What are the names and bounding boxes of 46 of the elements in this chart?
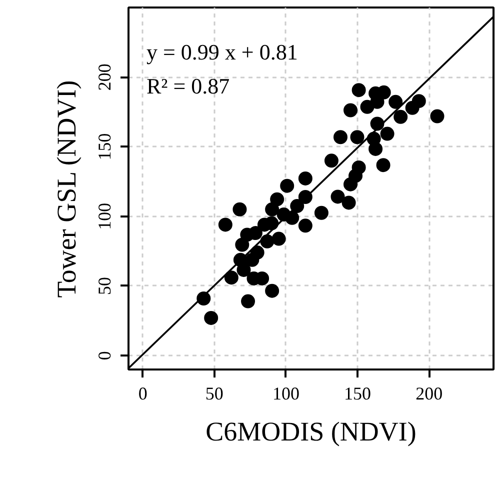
point	[298, 218, 312, 233]
point	[380, 126, 394, 141]
point	[350, 130, 364, 144]
point	[388, 94, 403, 109]
point	[257, 218, 272, 232]
point	[248, 226, 262, 240]
point	[324, 154, 338, 168]
y-tick-label: 0	[94, 351, 114, 360]
point	[360, 100, 374, 114]
point	[314, 206, 328, 220]
point	[280, 178, 294, 193]
point	[224, 270, 238, 285]
point	[344, 103, 358, 118]
x-axis-title: C6MODIS (NDVI)	[206, 416, 416, 446]
point	[330, 190, 345, 204]
point	[405, 100, 420, 115]
x-tick-label: 200	[416, 384, 443, 404]
point	[376, 158, 390, 172]
point	[235, 238, 250, 252]
y-axis-title: Tower GSL (NDVI)	[52, 80, 82, 298]
y-tick-label: 100	[94, 202, 114, 230]
point	[265, 284, 280, 298]
x-tick-label: 0	[138, 384, 148, 404]
point	[352, 160, 366, 174]
point	[368, 142, 383, 156]
y-tick-label: 50	[94, 276, 114, 295]
point	[218, 218, 232, 232]
point	[394, 110, 408, 124]
annotation: R² = 0.87	[146, 74, 230, 98]
point	[204, 310, 218, 325]
point	[430, 109, 444, 124]
y-tick-label: 200	[94, 64, 114, 91]
point	[241, 294, 256, 308]
x-tick-label: 150	[344, 384, 372, 404]
point	[342, 196, 356, 210]
point	[270, 192, 284, 206]
point	[232, 202, 247, 216]
annotation: y = 0.99 x + 0.81	[146, 40, 298, 64]
x-tick-label: 50	[205, 384, 224, 404]
point	[250, 246, 264, 260]
point	[272, 232, 286, 246]
x-tick-label: 100	[272, 384, 300, 404]
point	[333, 130, 348, 144]
y-tick-label: 150	[94, 133, 114, 160]
point	[298, 171, 312, 186]
point	[352, 83, 366, 98]
